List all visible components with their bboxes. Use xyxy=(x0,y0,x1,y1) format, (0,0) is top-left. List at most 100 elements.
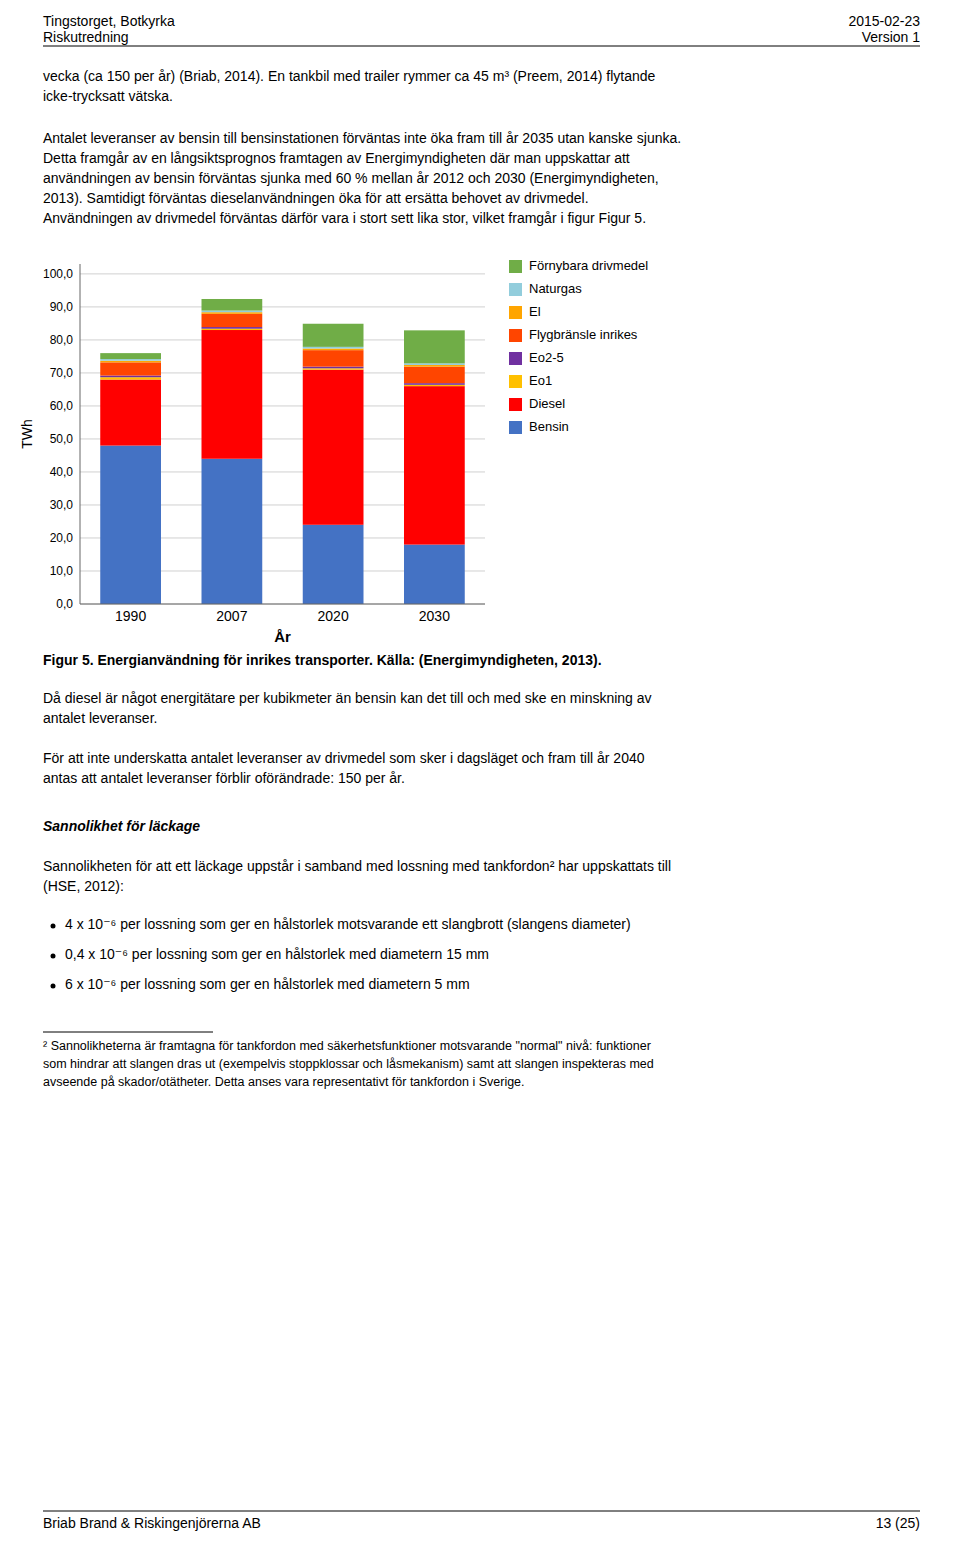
bullet-text: 4 x 10⁻⁶ per lossning som ger en hålstor… xyxy=(65,916,631,932)
bar-segment xyxy=(303,350,364,367)
bar-segment xyxy=(202,329,263,330)
body-text: vecka (ca 150 per år) (Briab, 2014). En … xyxy=(43,68,656,84)
legend-swatch xyxy=(509,329,522,342)
y-tick-label: 0,0 xyxy=(56,597,73,611)
bar-segment xyxy=(100,377,161,379)
legend-swatch xyxy=(509,283,522,296)
x-tick-label: 1990 xyxy=(115,608,146,624)
body-text: Detta framgår av en långsiktsprognos fra… xyxy=(43,150,630,166)
header-text: 2015-02-23 xyxy=(848,13,920,29)
bar-segment xyxy=(404,383,465,385)
y-tick-label: 20,0 xyxy=(50,531,74,545)
y-tick-label: 50,0 xyxy=(50,432,74,446)
body-text: användningen av bensin förväntas sjunka … xyxy=(43,170,659,186)
bullet-dot xyxy=(51,924,56,929)
bar-segment xyxy=(404,330,465,363)
bars xyxy=(100,299,465,604)
bar-segment xyxy=(202,311,263,313)
legend-entry: El xyxy=(529,304,541,319)
grid-line xyxy=(80,604,485,605)
body-text: Användningen av drivmedel förväntas därf… xyxy=(43,210,646,226)
footnote-rule xyxy=(43,1032,213,1033)
bar-segment xyxy=(303,324,364,347)
y-tick-label: 60,0 xyxy=(50,399,74,413)
body-text: antas att antalet leveranser förblir ofö… xyxy=(43,770,405,786)
footer-text: 13 (25) xyxy=(876,1515,920,1531)
bar-segment xyxy=(100,353,161,359)
bar-segment xyxy=(100,376,161,378)
y-tick-label: 30,0 xyxy=(50,498,74,512)
y-tick-label: 100,0 xyxy=(43,267,73,281)
y-tick-label: 10,0 xyxy=(50,564,74,578)
grid-line xyxy=(80,273,485,274)
bullet-dot xyxy=(51,984,56,989)
bar-segment xyxy=(303,370,364,525)
bar-segment xyxy=(202,327,263,329)
x-axis-label: År xyxy=(274,628,291,645)
legend-swatch xyxy=(509,306,522,319)
y-axis-line xyxy=(80,264,81,604)
bar-segment xyxy=(202,330,263,459)
bar-segment xyxy=(404,363,465,365)
bar-segment xyxy=(100,362,161,375)
bar-segment xyxy=(404,365,465,367)
header-text: Riskutredning xyxy=(43,29,129,45)
bar-segment xyxy=(100,359,161,361)
footnote-text: avseende på skador/otätheter. Detta anse… xyxy=(43,1075,525,1089)
bar-segment xyxy=(100,380,161,446)
legend: Förnybara drivmedelNaturgasElFlygbränsle… xyxy=(509,258,648,434)
legend-swatch xyxy=(509,375,522,388)
section-heading: Sannolikhet för läckage xyxy=(43,818,200,834)
bullet-text: 6 x 10⁻⁶ per lossning som ger en hålstor… xyxy=(65,976,470,992)
x-tick-label: 2007 xyxy=(216,608,247,624)
bar-segment xyxy=(303,367,364,369)
bar-segment xyxy=(404,385,465,386)
x-tick-label: 2020 xyxy=(318,608,349,624)
header-text: Version 1 xyxy=(862,29,921,45)
page: Tingstorget, Botkyrka 2015-02-23 Riskutred… xyxy=(0,0,960,1545)
bar-segment xyxy=(202,459,263,604)
footer-text: Briab Brand & Riskingenjörerna AB xyxy=(43,1515,261,1531)
legend-entry: Flygbränsle inrikes xyxy=(529,327,638,342)
legend-entry: Förnybara drivmedel xyxy=(529,258,648,273)
body-text: 2013). Samtidigt förväntas dieselanvändn… xyxy=(43,190,589,206)
chart: 0,010,020,030,040,050,060,070,080,090,01… xyxy=(19,258,648,646)
legend-swatch xyxy=(509,260,522,273)
bar-segment xyxy=(303,349,364,351)
legend-swatch xyxy=(509,421,522,434)
body-text: icke-trycksatt vätska. xyxy=(43,88,173,104)
header-rule xyxy=(43,46,920,47)
x-tick-label: 2030 xyxy=(419,608,450,624)
x-axis-line xyxy=(80,604,485,605)
y-tick-label: 90,0 xyxy=(50,300,74,314)
footnote-text: ² Sannolikheterna är framtagna för tankf… xyxy=(43,1039,651,1053)
body-text: antalet leveranser. xyxy=(43,710,157,726)
y-tick-label: 40,0 xyxy=(50,465,74,479)
body-text: För att inte underskatta antalet leveran… xyxy=(43,750,645,766)
legend-entry: Bensin xyxy=(529,419,569,434)
y-tick-label: 80,0 xyxy=(50,333,74,347)
body-text: Sannolikheten för att ett läckage uppstå… xyxy=(43,858,671,874)
legend-entry: Diesel xyxy=(529,396,565,411)
body-text: Antalet leveranser av bensin till bensin… xyxy=(43,130,681,146)
bar-segment xyxy=(404,386,465,544)
body-text: (HSE, 2012): xyxy=(43,878,124,894)
legend-swatch xyxy=(509,398,522,411)
bar-segment xyxy=(202,299,263,311)
bar-segment xyxy=(404,367,465,384)
bullet-text: 0,4 x 10⁻⁶ per lossning som ger en hålst… xyxy=(65,946,489,962)
bar-segment xyxy=(202,314,263,327)
legend-entry: Eo2-5 xyxy=(529,350,564,365)
figure-caption: Figur 5. Energianvändning för inrikes tr… xyxy=(43,652,602,668)
header-text: Tingstorget, Botkyrka xyxy=(43,13,175,29)
grid-line xyxy=(80,306,485,307)
y-axis-label: TWh xyxy=(19,419,35,449)
body-text: Då diesel är något energitätare per kubi… xyxy=(43,690,652,706)
bar-segment xyxy=(100,446,161,604)
legend-swatch xyxy=(509,352,522,365)
bullet-dot xyxy=(51,954,56,959)
bar-segment xyxy=(303,525,364,604)
footer-rule xyxy=(43,1511,920,1512)
bar-segment xyxy=(404,545,465,604)
bar-segment xyxy=(202,312,263,314)
